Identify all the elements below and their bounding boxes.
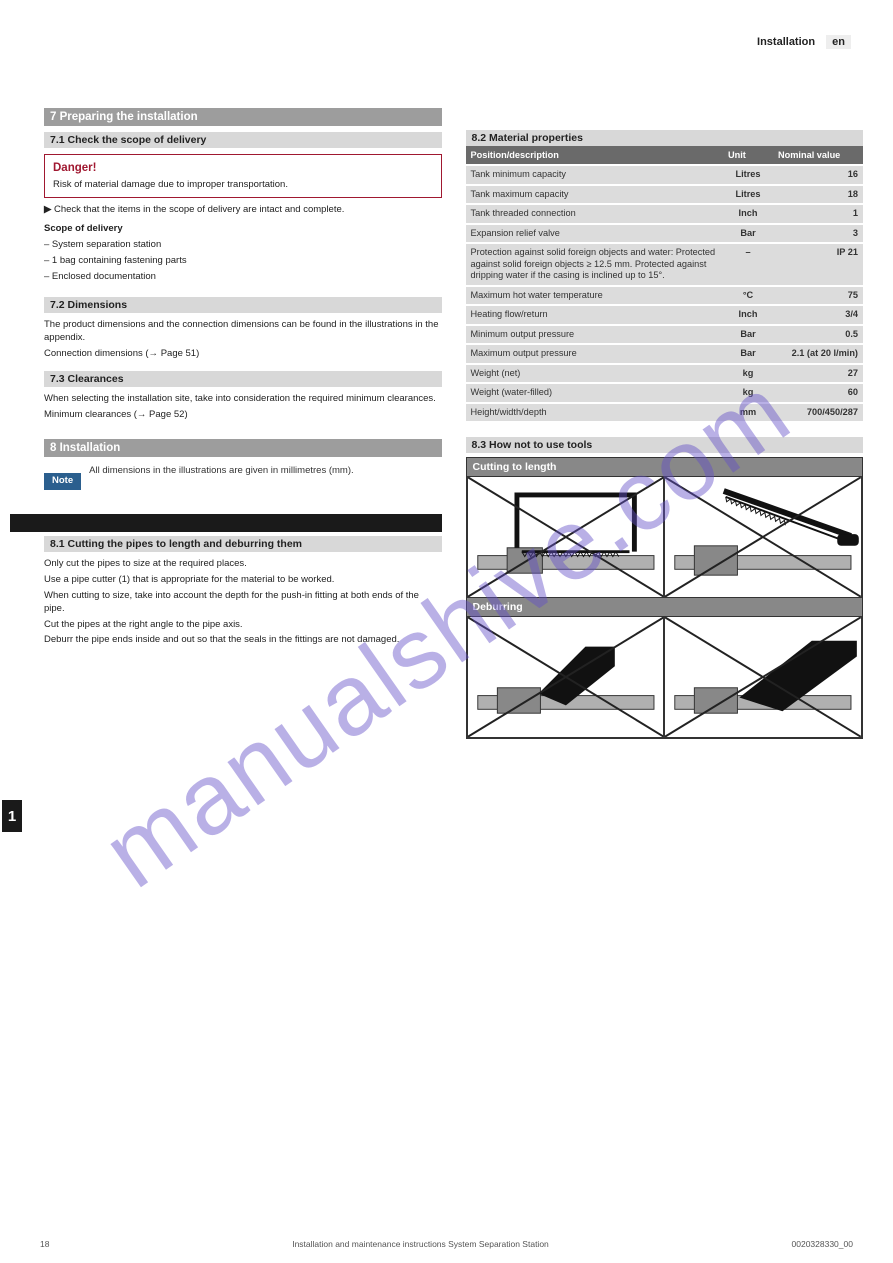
cut-step-3: When cutting to size, take into account …	[44, 590, 442, 616]
page-footer: 18 Installation and maintenance instruct…	[40, 1239, 853, 1249]
section-7-bar: 7 Preparing the installation	[44, 108, 442, 126]
note-row: Note All dimensions in the illustrations…	[44, 465, 442, 490]
subsection-8-1: 8.1 Cutting the pipes to length and debu…	[44, 536, 442, 552]
subsection-7-2: 7.2 Dimensions	[44, 297, 442, 313]
warning-title: Danger!	[53, 161, 433, 177]
cut-step-4: Cut the pipes at the right angle to the …	[44, 619, 442, 632]
footer-page-num: 18	[40, 1239, 49, 1249]
table-row: Expansion relief valveBar3	[466, 224, 864, 244]
table-row: Weight (water-filled)kg60	[466, 383, 864, 403]
cut-step-1: Only cut the pipes to size at the requir…	[44, 558, 442, 571]
step-bullet: ▶	[44, 204, 51, 215]
table-row: Maximum output pressureBar2.1 (at 20 l/m…	[466, 344, 864, 364]
step-text: Check that the items in the scope of del…	[54, 204, 344, 215]
table-header-0: Position/description	[466, 146, 724, 165]
subsection-8-3: 8.3 How not to use tools	[466, 437, 864, 453]
prohib-cell-hacksaw-1	[467, 476, 665, 598]
right-column: 8.2 Material properties Position/descrip…	[466, 30, 864, 739]
side-tab-number: 1	[2, 800, 22, 832]
prohib-cell-hacksaw-2	[664, 476, 862, 598]
black-section-bar	[10, 514, 442, 532]
prohib-header-bottom: Deburring	[467, 598, 863, 616]
table-body: Tank minimum capacityLitres16 Tank maxim…	[466, 165, 864, 422]
footer-title: Installation and maintenance instruction…	[292, 1239, 549, 1249]
dimensions-link[interactable]: Connection dimensions (→ Page 51)	[44, 348, 442, 361]
clearances-body: When selecting the installation site, ta…	[44, 393, 442, 406]
table-row: Minimum output pressureBar0.5	[466, 325, 864, 345]
table-row: Heating flow/returnInch3/4	[466, 305, 864, 325]
table-row: Weight (net)kg27	[466, 364, 864, 384]
footer-doc-id: 0020328330_00	[792, 1239, 853, 1249]
note-badge: Note	[44, 473, 81, 490]
table-row: Tank minimum capacityLitres16	[466, 165, 864, 185]
subsection-7-1: 7.1 Check the scope of delivery	[44, 132, 442, 148]
scope-item-1: – 1 bag containing fastening parts	[44, 255, 442, 268]
cut-step-2: Use a pipe cutter (1) that is appropriat…	[44, 574, 442, 587]
prohib-header-top: Cutting to length	[467, 458, 863, 476]
page-header: Installation en	[757, 36, 851, 48]
header-label: Installation	[757, 36, 815, 48]
check-scope-step: ▶ Check that the items in the scope of d…	[44, 204, 442, 217]
table-row: Tank maximum capacityLitres18	[466, 185, 864, 205]
section-8-bar: 8 Installation	[44, 439, 442, 457]
scope-item-2: – Enclosed documentation	[44, 271, 442, 284]
prohib-cell-deburr-2	[664, 616, 862, 738]
material-properties-table: Position/description Unit Nominal value …	[466, 146, 864, 423]
scope-title: Scope of delivery	[44, 223, 442, 236]
table-row: Protection against solid foreign objects…	[466, 243, 864, 286]
cut-step-5: Deburr the pipe ends inside and out so t…	[44, 634, 442, 647]
warning-body: Risk of material damage due to improper …	[53, 179, 433, 192]
dimensions-body: The product dimensions and the connectio…	[44, 319, 442, 345]
header-lang: en	[826, 35, 851, 49]
subsection-7-3: 7.3 Clearances	[44, 371, 442, 387]
clearances-link[interactable]: Minimum clearances (→ Page 52)	[44, 409, 442, 422]
warning-box: Danger! Risk of material damage due to i…	[44, 154, 442, 198]
prohib-cell-deburr-1	[467, 616, 665, 738]
scope-item-0: – System separation station	[44, 239, 442, 252]
table-row: Height/width/depthmm700/450/287	[466, 403, 864, 423]
table-header-2: Nominal value	[773, 146, 863, 165]
note-body: All dimensions in the illustrations are …	[89, 465, 354, 478]
prohibition-grid: Cutting to length	[466, 457, 864, 739]
table-row: Tank threaded connectionInch1	[466, 204, 864, 224]
subsection-8-2: 8.2 Material properties	[466, 130, 864, 146]
table-header-1: Unit	[723, 146, 773, 165]
left-column: 7 Preparing the installation 7.1 Check t…	[10, 30, 442, 739]
table-row: Maximum hot water temperature°C75	[466, 286, 864, 306]
